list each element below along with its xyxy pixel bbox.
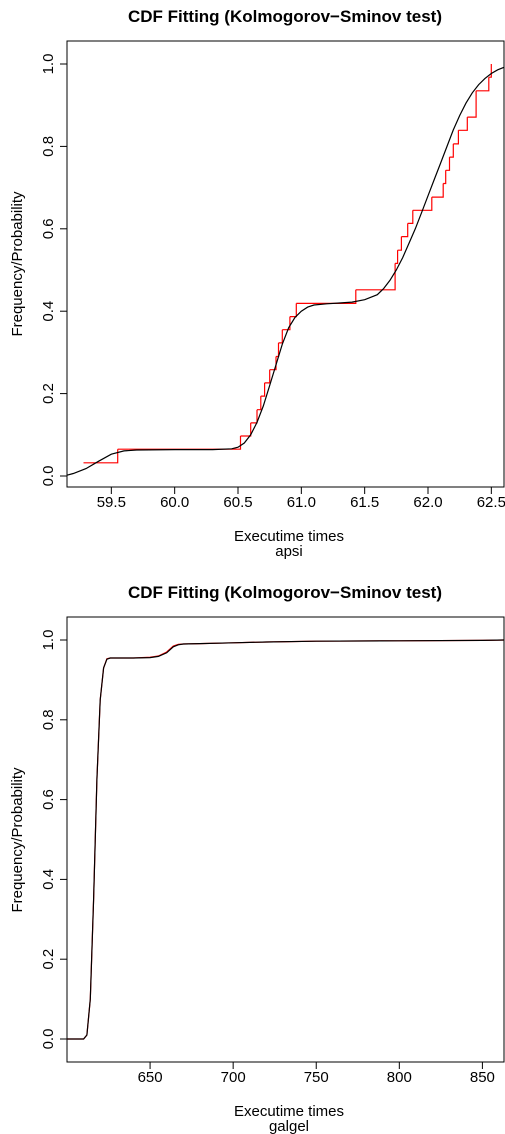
x-axis-sublabel: apsi bbox=[275, 543, 303, 560]
x-tick-label: 800 bbox=[387, 1069, 412, 1086]
fitted-cdf-curve bbox=[66, 66, 505, 476]
x-tick-label: 700 bbox=[221, 1069, 246, 1086]
y-tick-label: 0.6 bbox=[40, 789, 57, 810]
x-axis: 59.5 60.0 60.5 61.0 61.5 62.0 62.5 bbox=[97, 487, 505, 511]
y-tick-label: 1.0 bbox=[40, 54, 57, 75]
y-tick-label: 0.4 bbox=[40, 301, 57, 322]
y-axis-label: Frequency/Probability bbox=[9, 767, 26, 913]
y-tick-label: 1.0 bbox=[40, 630, 57, 651]
y-tick-label: 0.8 bbox=[40, 136, 57, 157]
x-axis: 650 700 750 800 850 bbox=[138, 1062, 495, 1086]
x-tick-label: 62.5 bbox=[477, 494, 505, 511]
y-tick-label: 0.2 bbox=[40, 949, 57, 970]
y-tick-label: 0.2 bbox=[40, 383, 57, 404]
plot-frame bbox=[66, 40, 505, 488]
x-tick-label: 61.0 bbox=[287, 494, 316, 511]
x-tick-label: 650 bbox=[138, 1069, 163, 1086]
chart-title: CDF Fitting (Kolmogorov−Sminov test) bbox=[128, 583, 442, 602]
x-tick-label: 60.5 bbox=[223, 494, 252, 511]
x-tick-label: 750 bbox=[304, 1069, 329, 1086]
y-axis: 0.0 0.2 0.4 0.6 0.8 1.0 bbox=[40, 54, 67, 487]
y-tick-label: 0.6 bbox=[40, 218, 57, 239]
y-tick-label: 0.0 bbox=[40, 1029, 57, 1050]
plot-frame bbox=[66, 616, 505, 1063]
empirical-cdf-step bbox=[83, 64, 492, 464]
y-tick-label: 0.8 bbox=[40, 709, 57, 730]
y-tick-label: 0.4 bbox=[40, 869, 57, 890]
x-tick-label: 60.0 bbox=[160, 494, 189, 511]
y-axis-label: Frequency/Probability bbox=[9, 191, 26, 337]
x-tick-label: 62.0 bbox=[413, 494, 442, 511]
x-tick-label: 850 bbox=[470, 1069, 495, 1086]
panel-apsi: CDF Fitting (Kolmogorov−Sminov test) 59.… bbox=[9, 7, 505, 560]
panel-galgel: CDF Fitting (Kolmogorov−Sminov test) 650… bbox=[9, 583, 505, 1134]
y-axis: 0.0 0.2 0.4 0.6 0.8 1.0 bbox=[40, 630, 67, 1050]
x-axis-label: Executime times bbox=[234, 528, 344, 545]
series-group bbox=[66, 64, 505, 476]
x-axis-sublabel: galgel bbox=[269, 1118, 309, 1134]
fitted-cdf-curve bbox=[67, 639, 505, 1040]
x-axis-label: Executime times bbox=[234, 1103, 344, 1120]
x-tick-label: 61.5 bbox=[350, 494, 379, 511]
y-tick-label: 0.0 bbox=[40, 466, 57, 487]
chart-title: CDF Fitting (Kolmogorov−Sminov test) bbox=[128, 7, 442, 26]
series-group bbox=[67, 639, 505, 1040]
x-tick-label: 59.5 bbox=[97, 494, 126, 511]
fitted-cdf-curve bbox=[67, 639, 505, 1040]
